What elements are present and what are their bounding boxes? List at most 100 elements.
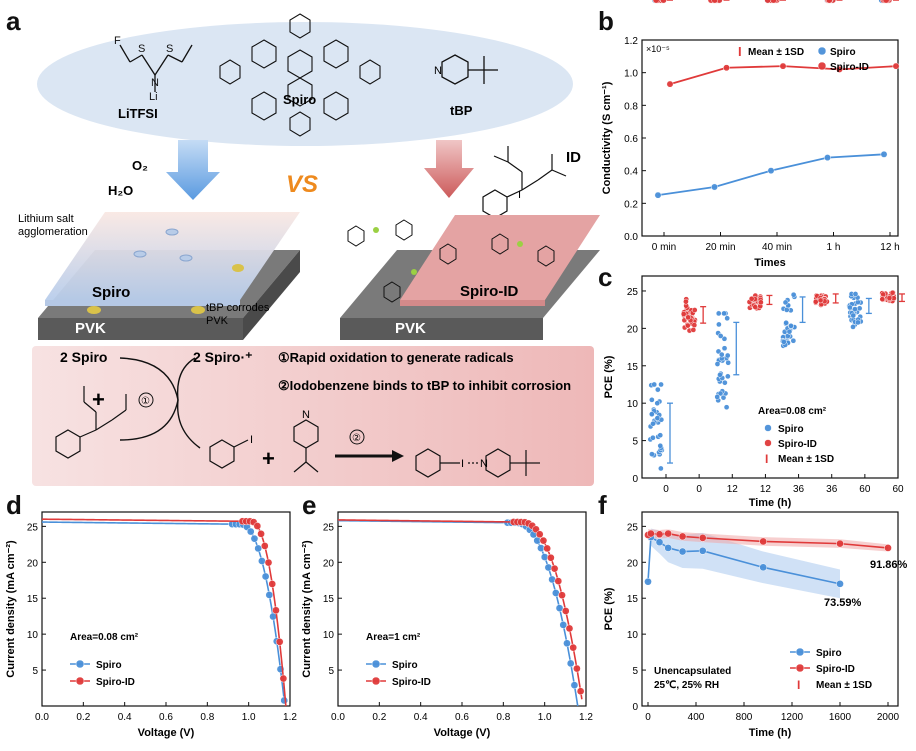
y-tick-label: 20 (323, 558, 335, 569)
lithium-note-1: Lithium salt (18, 213, 74, 225)
Spiro-jv-point (566, 659, 575, 668)
Spiro-ID-point (698, 534, 707, 542)
x-tick-label: 0.4 (414, 712, 428, 723)
Spiro-ID-mean-point (779, 62, 787, 70)
Spiro-jv-point (555, 604, 564, 612)
Spiro-ID-point (889, 289, 896, 296)
Spiro-ID-point (884, 544, 892, 552)
x-tick-label: 1.2 (283, 712, 297, 723)
Spiro-point (654, 400, 661, 407)
iodobenzene-structure (209, 439, 249, 469)
left-spiro-text: Spiro (92, 284, 130, 301)
red-arrow (424, 140, 474, 198)
reactant-text: 2 Spiro (60, 349, 107, 365)
legend-mean-icon: I (797, 678, 800, 692)
Spiro-point (657, 432, 664, 439)
Spiro-mean-point (767, 167, 775, 175)
right-pvk-text: PVK (395, 320, 426, 337)
Spiro-point (782, 299, 789, 306)
svg-text:N: N (480, 458, 488, 470)
x-tick-label: 60 (859, 484, 871, 495)
x-tick-label: 0.2 (76, 712, 90, 723)
Spiro-point (788, 322, 794, 329)
Spiro-mean-point (654, 191, 662, 199)
x-tick-label: 0 min (652, 242, 676, 253)
Spiro-point (786, 328, 793, 335)
legend-spiro-icon (817, 46, 827, 56)
Spiro-jv-point (265, 591, 274, 599)
id-label: ID (566, 149, 581, 166)
Spiro-point (649, 451, 655, 457)
x-tick-label: 0.0 (331, 712, 345, 723)
chart-f: 0 5 10 15 20 25 PCE (%) 0 400 800 1200 1600 2000 Time… (603, 511, 908, 739)
x-tick-label: 60 (892, 484, 904, 495)
Spiro-ID-point (879, 296, 886, 303)
Spiro-ID-jv-point (539, 536, 548, 545)
x-tick-label: 40 min (762, 242, 792, 253)
svg-text:N: N (302, 409, 310, 421)
chart-d: 5 10 15 20 25 Current density (mA cm⁻²) 0.0 0.2… (5, 511, 297, 739)
y-tick-label: 10 (627, 399, 639, 410)
x-tick-label: 36 (793, 484, 805, 495)
Spiro-ID-point (882, 0, 890, 4)
x-tick-label: 0.6 (455, 712, 469, 723)
Spiro-point (855, 319, 861, 326)
svg-text:I: I (250, 434, 253, 446)
Spiro-ID-point (817, 297, 824, 304)
Spiro-point (658, 465, 664, 472)
Spiro-point (651, 381, 658, 388)
Spiro-ID-jv-point (260, 542, 269, 550)
Spiro-ID-mean-point (723, 64, 730, 72)
legend-spiro-id-icon (817, 61, 827, 71)
legend-icon (75, 676, 85, 686)
y-tick-label: 1.0 (624, 69, 638, 80)
Spiro-point (654, 415, 661, 421)
Spiro-point (644, 577, 652, 586)
left-spiro-layer (45, 212, 300, 300)
y-tick-label: 25 (627, 522, 639, 533)
y-tick-label: 10 (627, 630, 639, 641)
Spiro-point (649, 396, 655, 403)
tbp-structure (441, 54, 498, 85)
Spiro-point (724, 373, 731, 380)
x-tick-label: 0.0 (35, 712, 49, 723)
Spiro-ID-jv-point (547, 553, 555, 562)
reagent-ellipse (37, 22, 573, 146)
legend-icon (371, 676, 381, 686)
Spiro-point (718, 351, 725, 358)
y-axis-label: Current density (mA cm⁻²) (301, 540, 313, 678)
lithium-note-2: agglomeration (18, 226, 88, 238)
legend-icon (795, 663, 805, 673)
legend-label: Spiro (96, 660, 122, 671)
Spiro-ID-point (748, 295, 755, 302)
spiro-structure (219, 13, 381, 137)
Spiro-ID-jv-point (561, 607, 570, 615)
legend-label: Spiro-ID (96, 677, 135, 688)
Spiro-point (790, 291, 797, 298)
o2-label: O₂ (132, 158, 148, 173)
Spiro-point (852, 306, 858, 312)
x-tick-label: 2000 (877, 712, 900, 723)
svg-text:Li: Li (149, 91, 158, 103)
svg-text:I: I (518, 189, 521, 201)
x-tick-label: 0.4 (118, 712, 132, 723)
legend-icon (75, 659, 85, 669)
x-tick-label: 800 (736, 712, 753, 723)
legend-mean-icon: I (765, 452, 768, 466)
x-tick-label: 400 (688, 712, 705, 723)
Spiro-point (723, 404, 730, 411)
x-tick-label: 20 min (705, 242, 735, 253)
y-tick-label: 15 (27, 594, 39, 605)
panel-e-letter: e (302, 490, 317, 520)
Spiro-point (650, 420, 656, 427)
legend-label: Spiro (392, 660, 418, 671)
litfsi-label: LiTFSI (118, 106, 158, 121)
vs-label: VS (286, 171, 318, 198)
legend-label: Spiro-ID (816, 664, 855, 675)
tbp-label: tBP (450, 103, 473, 118)
note-line-1: Unencapsulated (654, 666, 731, 677)
legend-label: Spiro (816, 648, 842, 659)
x-tick-label: 12 (760, 484, 772, 495)
Spiro-point (714, 394, 721, 400)
Spiro-jv-point (250, 534, 259, 543)
